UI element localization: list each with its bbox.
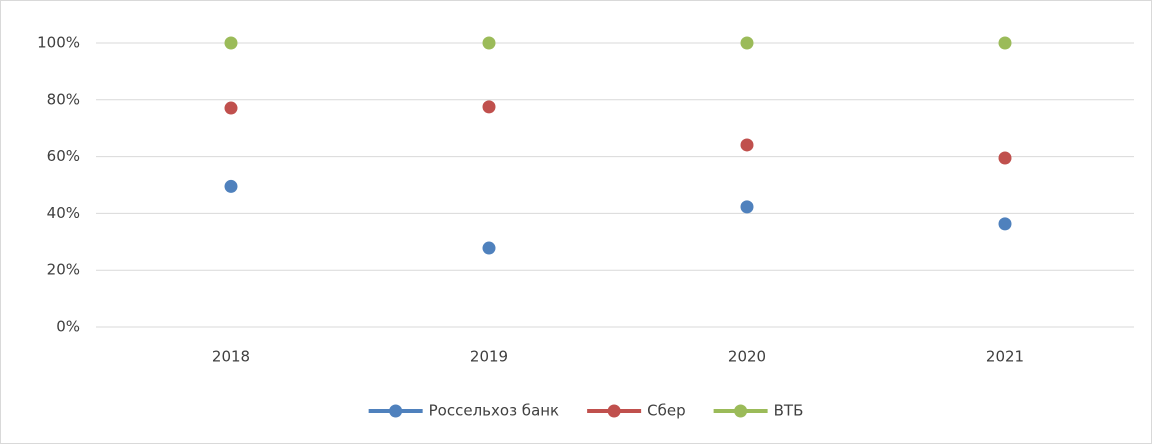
point <box>998 151 1012 165</box>
point <box>482 241 496 255</box>
y-tick-label: 60% <box>47 147 80 165</box>
point <box>740 36 754 50</box>
legend-marker <box>734 404 748 418</box>
legend-label: Сбер <box>647 402 685 420</box>
legend-marker <box>607 404 621 418</box>
point <box>224 101 238 115</box>
legend-label: ВТБ <box>774 402 804 420</box>
x-tick-label: 2020 <box>728 348 766 366</box>
point <box>740 138 754 152</box>
x-tick-label: 2021 <box>986 348 1024 366</box>
x-tick-label: 2019 <box>470 348 508 366</box>
point <box>224 179 238 193</box>
legend-label: Россельхоз банк <box>429 402 559 420</box>
point <box>998 36 1012 50</box>
point <box>482 36 496 50</box>
y-tick-label: 0% <box>56 318 80 336</box>
x-tick-label: 2018 <box>212 348 250 366</box>
y-tick-label: 20% <box>47 261 80 279</box>
y-tick-label: 40% <box>47 204 80 222</box>
y-tick-label: 100% <box>37 34 80 52</box>
legend-marker <box>389 404 403 418</box>
point <box>740 200 754 214</box>
point <box>482 100 496 114</box>
y-tick-label: 80% <box>47 90 80 108</box>
point <box>224 36 238 50</box>
point <box>998 217 1012 231</box>
